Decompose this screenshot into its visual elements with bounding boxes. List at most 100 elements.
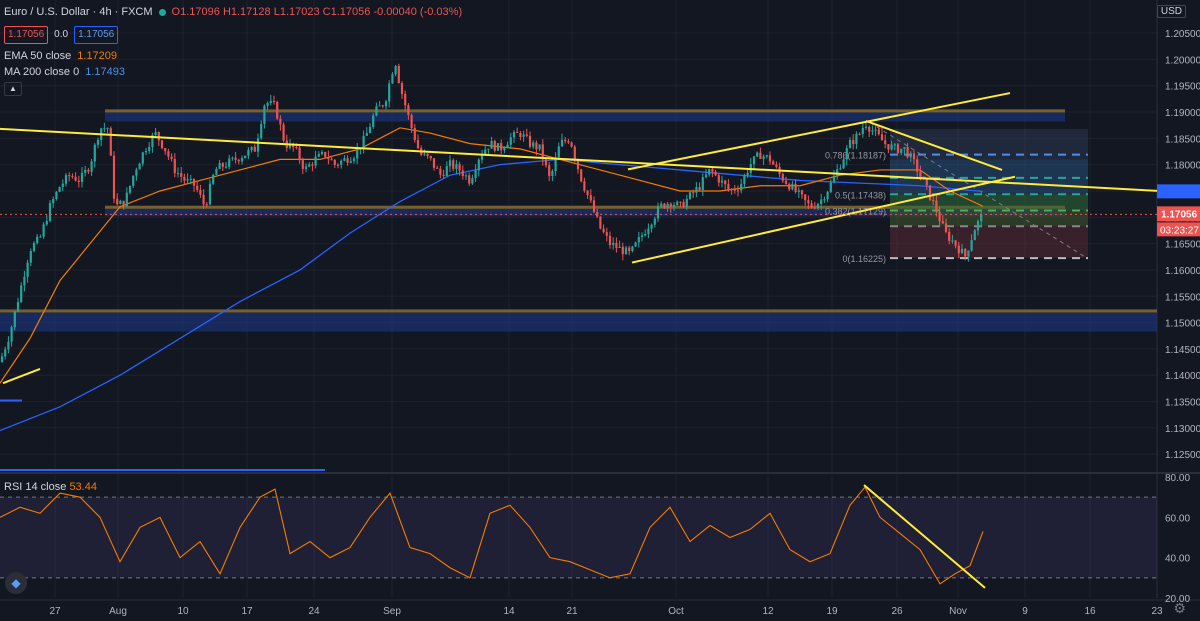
candle-body	[122, 200, 125, 207]
candle-body	[554, 157, 557, 172]
candle-body	[20, 285, 23, 302]
candle-body	[304, 166, 308, 169]
candle-body	[580, 169, 583, 182]
candle-body	[423, 153, 426, 155]
candle-body	[839, 168, 842, 170]
price-tick-label: 1.20500	[1165, 29, 1200, 40]
candle-body	[109, 128, 112, 156]
candle-body	[522, 134, 525, 138]
time-tick-label: 27	[49, 606, 61, 617]
candle-body	[365, 132, 368, 136]
candle-body	[541, 144, 544, 160]
candle-body	[378, 105, 381, 107]
currency-label[interactable]: USD	[1156, 5, 1186, 18]
symbol-title[interactable]: Euro / U.S. Dollar · 4h · FXCM	[4, 6, 153, 18]
candle-body	[660, 203, 663, 207]
candle-body	[746, 172, 749, 176]
candle-body	[61, 183, 64, 188]
candle-body	[525, 134, 528, 136]
candle-body	[180, 173, 183, 177]
ma-label[interactable]: MA 200 close 0	[4, 66, 80, 78]
time-tick-label: Sep	[383, 606, 401, 617]
candle-body	[160, 140, 164, 149]
rsi-label[interactable]: RSI 14 close	[4, 481, 67, 493]
candle-body	[548, 165, 551, 177]
candle-body	[807, 200, 810, 204]
candle-body	[442, 174, 445, 176]
candle-body	[551, 171, 554, 177]
ma-value: 1.17493	[85, 66, 125, 78]
candle-body	[567, 141, 570, 143]
candle-body	[68, 175, 71, 177]
candle-body	[612, 242, 615, 246]
fib-label: 0.786(1.18187)	[825, 151, 886, 161]
candle-body	[336, 164, 340, 166]
candle-body	[528, 135, 532, 147]
last-price-text: 1.17056	[1161, 209, 1198, 220]
candle-body	[250, 146, 253, 151]
candle-body	[343, 158, 346, 161]
price-tick-label: 1.15000	[1165, 319, 1200, 330]
candle-body	[135, 169, 138, 176]
candle-body	[253, 146, 256, 152]
candle-body	[724, 180, 727, 185]
time-tick-label: 14	[503, 606, 515, 617]
candle-body	[471, 178, 474, 184]
candle-body	[125, 192, 128, 207]
collapse-legend-icon[interactable]: ▲	[4, 82, 22, 96]
fib-zone-0	[890, 226, 1088, 258]
candle-body	[7, 341, 10, 350]
candle-body	[324, 152, 327, 157]
time-tick-label: 23	[1151, 606, 1163, 617]
candle-body	[826, 191, 829, 200]
candle-body	[77, 180, 80, 183]
price-tick-label: 1.13500	[1165, 398, 1200, 409]
candle-body	[455, 164, 458, 169]
candle-body	[928, 185, 932, 201]
candle-body	[39, 236, 42, 238]
candle-body	[80, 172, 84, 183]
candle-body	[653, 218, 656, 225]
candle-body	[480, 154, 484, 160]
rsi-tick-label: 20.00	[1165, 594, 1190, 605]
candle-body	[400, 83, 404, 94]
price-tick-label: 1.16000	[1165, 266, 1200, 277]
candle-body	[320, 152, 324, 154]
candle-body	[944, 223, 948, 232]
price-tick-label: 1.13000	[1165, 424, 1200, 435]
candle-body	[493, 140, 496, 151]
candle-body	[71, 176, 74, 178]
candle-body	[727, 184, 730, 190]
candle-body	[416, 140, 420, 149]
candle-body	[794, 183, 797, 192]
candle-body	[602, 228, 605, 233]
candle-body	[205, 204, 208, 206]
ema-value: 1.17209	[77, 50, 118, 62]
candle-body	[589, 195, 592, 201]
candle-body	[976, 221, 980, 231]
candle-body	[599, 216, 602, 229]
candle-body	[887, 144, 890, 150]
ohlc-values: O1.17096 H1.17128 L1.17023 C1.17056 -0.0…	[172, 4, 463, 20]
sell-price-box[interactable]: 1.17056	[4, 26, 49, 44]
settings-gear-icon[interactable]: ⚙	[1173, 600, 1186, 616]
candle-body	[314, 156, 317, 166]
candle-body	[164, 148, 167, 152]
candle-body	[301, 160, 304, 169]
tradingview-logo-icon[interactable]: ◆	[5, 572, 27, 594]
candle-body	[484, 149, 487, 155]
time-tick-label: 21	[566, 606, 578, 617]
time-tick-label: Nov	[949, 606, 967, 617]
candle-body	[906, 147, 909, 158]
candle-body	[852, 140, 855, 145]
candle-body	[477, 159, 480, 171]
candle-body	[954, 240, 957, 246]
candle-body	[192, 178, 196, 186]
candle-body	[240, 158, 244, 162]
buy-price-box[interactable]: 1.17056	[74, 26, 119, 44]
candle-body	[260, 123, 263, 139]
spread-value: 0.0	[54, 29, 69, 40]
ema-label[interactable]: EMA 50 close	[4, 50, 72, 62]
chart-legend: Euro / U.S. Dollar · 4h · FXCM O1.17096 …	[4, 4, 462, 96]
